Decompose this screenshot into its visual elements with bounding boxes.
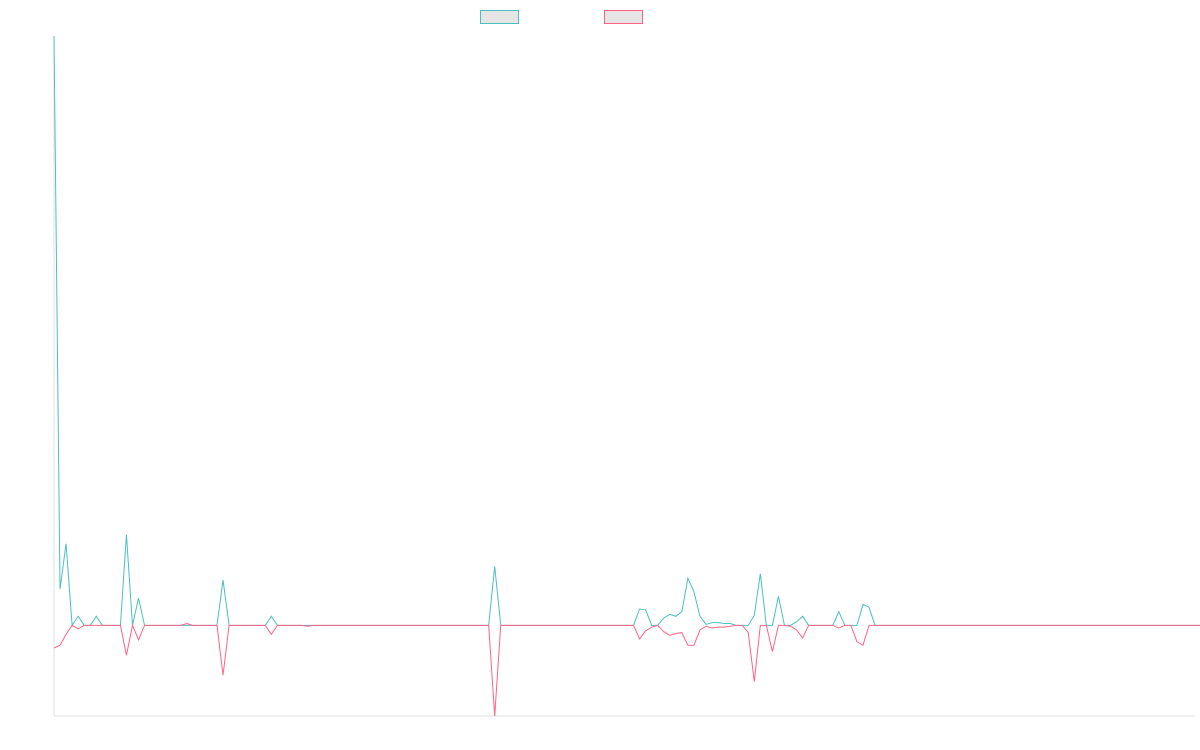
legend-swatch-series-1[interactable] — [480, 10, 519, 24]
chart-axes — [53, 36, 1195, 717]
series-layer — [53, 35, 1200, 717]
series-line-2 — [53, 622, 1200, 717]
legend-swatch-series-2[interactable] — [604, 10, 643, 24]
series-line-1 — [53, 35, 1200, 627]
